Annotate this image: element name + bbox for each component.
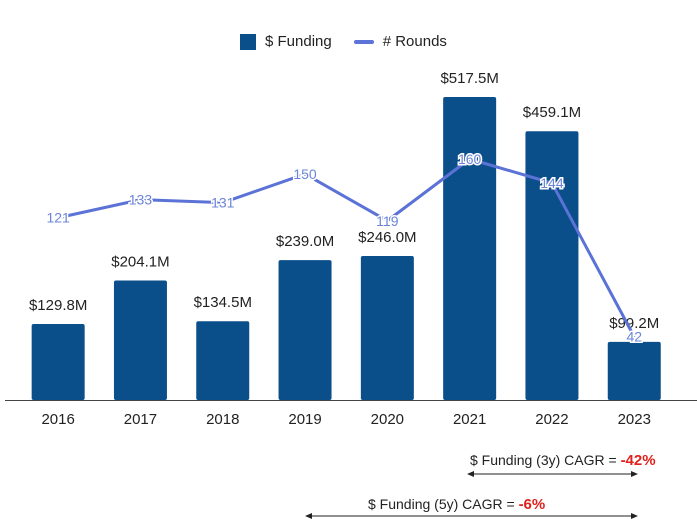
rounds-label-2020: 119 <box>376 213 399 229</box>
bar-2023 <box>607 341 661 400</box>
bar-label-2019: $239.0M <box>276 233 334 250</box>
legend-swatch-rounds <box>353 39 374 44</box>
rounds-line <box>57 157 636 338</box>
x-tick-2017: 2017 <box>124 411 157 428</box>
cagr-5y-annotation: $ Funding (5y) CAGR = -6% <box>368 496 545 513</box>
legend-item-funding: $ Funding <box>240 33 332 50</box>
cagr-3y-value: -42% <box>620 452 656 469</box>
legend-label-funding: $ Funding <box>265 33 332 50</box>
cagr-3y-arrow-right-head <box>631 471 638 477</box>
x-tick-2020: 2020 <box>371 411 404 428</box>
bar-label-2021: $517.5M <box>440 70 498 87</box>
bar-2017 <box>113 280 167 400</box>
rounds-label-2016: 121 <box>46 210 70 226</box>
bar-label-2017: $204.1M <box>111 253 169 270</box>
cagr-5y-label: $ Funding (5y) CAGR = <box>368 496 519 512</box>
bar-2022 <box>525 131 579 401</box>
x-tick-2016: 2016 <box>41 411 74 428</box>
bar-label-2016: $129.8M <box>29 297 87 314</box>
legend-label-rounds: # Rounds <box>382 33 447 50</box>
bar-label-2018: $134.5M <box>194 294 252 311</box>
bar-2018 <box>196 321 250 400</box>
bar-label-2022: $459.1M <box>523 104 581 121</box>
x-tick-2021: 2021 <box>453 411 486 428</box>
bar-label-2020: $246.0M <box>358 229 416 246</box>
cagr-5y-arrow-left-head <box>305 513 312 519</box>
chart-legend: $ Funding # Rounds <box>240 33 469 50</box>
cagr-3y-annotation: $ Funding (3y) CAGR = -42% <box>470 452 656 469</box>
cagr-5y-arrow-right-head <box>631 513 638 519</box>
rounds-label-2018: 131 <box>211 195 235 211</box>
bar-2021 <box>443 97 497 400</box>
legend-item-rounds: # Rounds <box>353 33 447 50</box>
rounds-label-2021: 160 <box>458 151 482 167</box>
rounds-label-2023: 42 <box>626 329 642 345</box>
cagr-3y-arrow-left-head <box>467 471 474 477</box>
x-tick-2022: 2022 <box>535 411 568 428</box>
legend-swatch-funding <box>240 33 256 50</box>
cagr-3y-label: $ Funding (3y) CAGR = <box>470 452 621 468</box>
bar-2019 <box>278 260 332 400</box>
x-tick-2019: 2019 <box>288 411 321 428</box>
bar-label-2023: $99.2M <box>609 315 659 332</box>
bar-2016 <box>31 324 85 400</box>
rounds-label-2019: 150 <box>293 166 317 182</box>
cagr-5y-value: -6% <box>518 496 546 513</box>
rounds-label-2022: 144 <box>540 175 564 191</box>
bar-2020 <box>360 255 414 400</box>
x-tick-2023: 2023 <box>618 411 651 428</box>
x-tick-2018: 2018 <box>206 411 239 428</box>
rounds-label-2017: 133 <box>129 192 153 208</box>
